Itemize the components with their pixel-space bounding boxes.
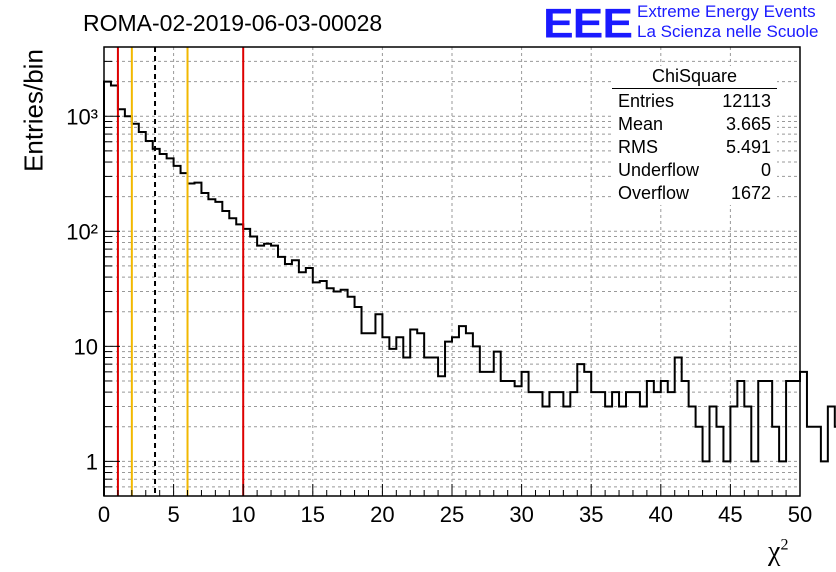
y-tick-label: 10: [74, 334, 98, 359]
y-tick-label: 10³: [66, 104, 98, 129]
stats-row-rms: RMS 5.491: [612, 136, 777, 159]
y-axis-label: Entries/bin: [18, 49, 49, 172]
stats-label: Entries: [618, 91, 675, 111]
stats-box: ChiSquare Entries 12113 Mean 3.665 RMS 5.491 U…: [612, 66, 777, 205]
x-tick-label: 45: [718, 502, 742, 527]
stats-label: Overflow: [618, 183, 690, 203]
x-tick-label: 5: [167, 502, 179, 527]
stats-value: 1672: [730, 183, 771, 203]
stats-label: RMS: [618, 137, 658, 157]
stats-title: ChiSquare: [612, 66, 777, 89]
stats-value: 0: [760, 160, 771, 180]
logo-subtitle-1: Extreme Energy Events: [637, 2, 816, 21]
eee-logo: EEE: [543, 0, 633, 47]
x-tick-label: 10: [231, 502, 255, 527]
stats-value: 12113: [722, 91, 771, 111]
x-tick-label: 0: [98, 502, 110, 527]
histogram-line: [103, 80, 836, 496]
x-tick-label: 30: [509, 502, 533, 527]
stats-label: Mean: [618, 114, 664, 134]
stats-row-overflow: Overflow 1672: [612, 182, 777, 205]
stats-value: 3.665: [725, 114, 771, 134]
stats-row-entries: Entries 12113: [612, 90, 777, 113]
x-tick-label: 35: [579, 502, 603, 527]
x-tick-label: 20: [370, 502, 394, 527]
x-tick-label: 15: [301, 502, 325, 527]
stats-value: 5.491: [725, 137, 771, 157]
chart-title: ROMA-02-2019-06-03-00028: [83, 10, 383, 36]
stats-row-mean: Mean 3.665: [612, 113, 777, 136]
stats-label: Underflow: [618, 160, 700, 180]
x-tick-label: 25: [440, 502, 464, 527]
stats-row-underflow: Underflow 0: [612, 159, 777, 182]
y-tick-label: 10²: [66, 219, 98, 244]
y-tick-label: 1: [86, 449, 98, 474]
x-axis-label: χ2: [768, 536, 789, 567]
x-tick-label: 40: [649, 502, 673, 527]
logo-subtitle-2: La Scienza nelle Scuole: [637, 22, 819, 41]
x-tick-label: 50: [788, 502, 812, 527]
